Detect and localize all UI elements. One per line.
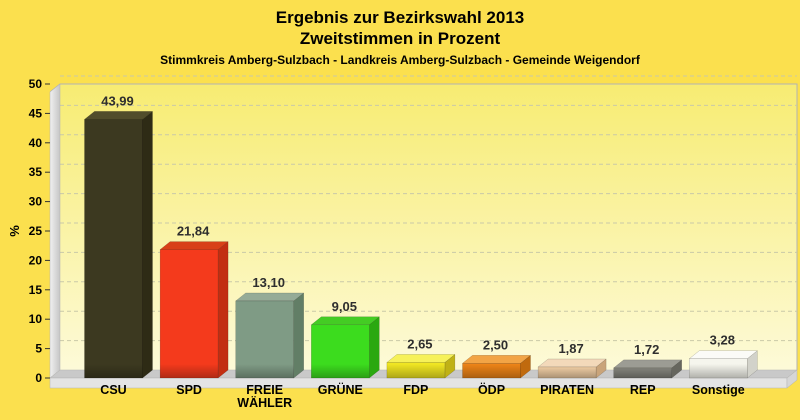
bar-value-label: 9,05 bbox=[332, 299, 357, 314]
bar-top-face bbox=[461, 355, 532, 364]
bar-base-shadow bbox=[386, 364, 445, 378]
bar-top-face bbox=[612, 359, 683, 369]
bar-value-label: 43,99 bbox=[101, 93, 134, 108]
y-tick-label: 30 bbox=[29, 195, 43, 209]
category-label: ÖDP bbox=[478, 382, 505, 397]
bar-front-face bbox=[84, 119, 143, 379]
bar-top-face bbox=[234, 292, 305, 302]
bar-base-shadow bbox=[613, 367, 672, 378]
bar-base-shadow bbox=[235, 364, 294, 378]
category-label: PIRATEN bbox=[540, 383, 594, 397]
bar-fdp: 2,65 bbox=[386, 336, 456, 379]
bar-base-shadow bbox=[462, 364, 521, 378]
bar-spd: 21,84 bbox=[159, 224, 229, 379]
bar-gr-ne: 9,05 bbox=[310, 299, 381, 379]
category-label: Sonstige bbox=[692, 383, 745, 397]
chart-region-line: Stimmkreis Amberg-Sulzbach - Landkreis A… bbox=[160, 53, 640, 67]
bar-freie-w-hler: 13,10 bbox=[234, 275, 305, 379]
category-label: CSU bbox=[100, 383, 126, 397]
bar-sonstige: 3,28 bbox=[688, 333, 759, 379]
bar-rep: 1,72 bbox=[612, 342, 683, 379]
bar-side-face bbox=[293, 292, 304, 379]
bar-value-label: 13,10 bbox=[252, 275, 285, 290]
bar-base-shadow bbox=[689, 364, 748, 378]
bar-side-face bbox=[369, 316, 380, 379]
bar-base-shadow bbox=[160, 364, 219, 378]
y-tick-label: 35 bbox=[29, 165, 43, 179]
bar-value-label: 2,65 bbox=[407, 336, 432, 351]
chart-subtitle: Zweitstimmen in Prozent bbox=[299, 29, 501, 48]
y-tick-label: 10 bbox=[29, 312, 43, 326]
y-tick-label: 40 bbox=[29, 136, 43, 150]
bar-top-face bbox=[386, 354, 456, 363]
y-tick-label: 0 bbox=[35, 371, 42, 385]
bar-value-label: 3,28 bbox=[710, 333, 735, 348]
bar-base-shadow bbox=[84, 364, 143, 378]
category-label: GRÜNE bbox=[318, 382, 363, 397]
category-label: FDP bbox=[403, 383, 428, 397]
bar-top-face bbox=[83, 111, 154, 120]
bar-csu: 43,99 bbox=[83, 93, 154, 379]
y-tick-label: 50 bbox=[29, 77, 43, 91]
bar-top-face bbox=[159, 241, 229, 250]
y-tick-label: 20 bbox=[29, 253, 43, 267]
y-tick-label: 25 bbox=[29, 224, 43, 238]
y-tick-label: 45 bbox=[29, 106, 43, 120]
bar-side-face bbox=[142, 110, 153, 379]
bar-piraten: 1,87 bbox=[537, 341, 607, 379]
bar-front-face bbox=[159, 249, 219, 379]
bar--dp: 2,50 bbox=[461, 337, 532, 379]
floor-end bbox=[786, 369, 798, 389]
bar-value-label: 1,72 bbox=[634, 342, 659, 357]
bar-base-shadow bbox=[538, 367, 597, 378]
bar-value-label: 21,84 bbox=[177, 224, 210, 239]
y-tick-label: 5 bbox=[35, 342, 42, 356]
category-label: FREIE WÄHLER bbox=[237, 383, 292, 410]
bar-base-shadow bbox=[311, 364, 370, 378]
category-label: REP bbox=[630, 383, 656, 397]
bar-top-face bbox=[310, 316, 381, 326]
bar-value-label: 1,87 bbox=[558, 341, 583, 356]
bar-top-face bbox=[688, 350, 759, 359]
category-label: SPD bbox=[176, 383, 202, 397]
y-tick-label: 15 bbox=[29, 283, 43, 297]
bar-side-face bbox=[217, 241, 229, 379]
chart-title: Ergebnis zur Bezirkswahl 2013 bbox=[275, 8, 525, 27]
y-axis-title: % bbox=[7, 225, 22, 237]
bar-top-face bbox=[537, 358, 607, 368]
axis-wall bbox=[49, 83, 61, 379]
chart-header: Ergebnis zur Bezirkswahl 2013 Zweitstimm… bbox=[0, 0, 800, 68]
bar-value-label: 2,50 bbox=[483, 337, 508, 352]
